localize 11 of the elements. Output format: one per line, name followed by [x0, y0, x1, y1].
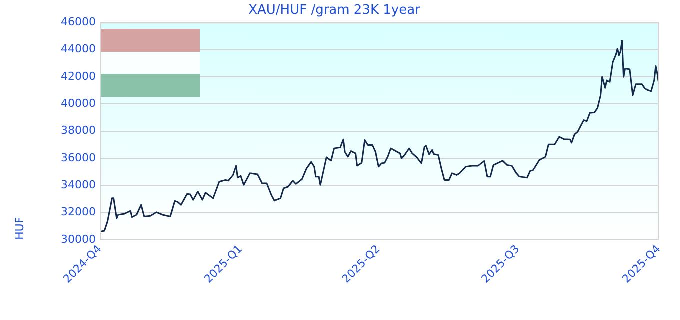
chart-title: XAU/HUF /gram 23K 1year	[248, 3, 422, 18]
y-tick-label: 34000	[61, 178, 96, 192]
y-axis-title: HUF	[13, 217, 26, 240]
y-tick-label: 46000	[61, 15, 96, 28]
y-tick-label: 38000	[61, 124, 96, 138]
y-tick-label: 42000	[61, 70, 96, 83]
y-tick-label: 30000	[61, 232, 96, 246]
y-tick-label: 40000	[61, 96, 96, 110]
y-tick-label: 32000	[61, 206, 96, 219]
y-tick-label: 44000	[61, 42, 96, 56]
y-tick-label: 36000	[61, 151, 96, 164]
